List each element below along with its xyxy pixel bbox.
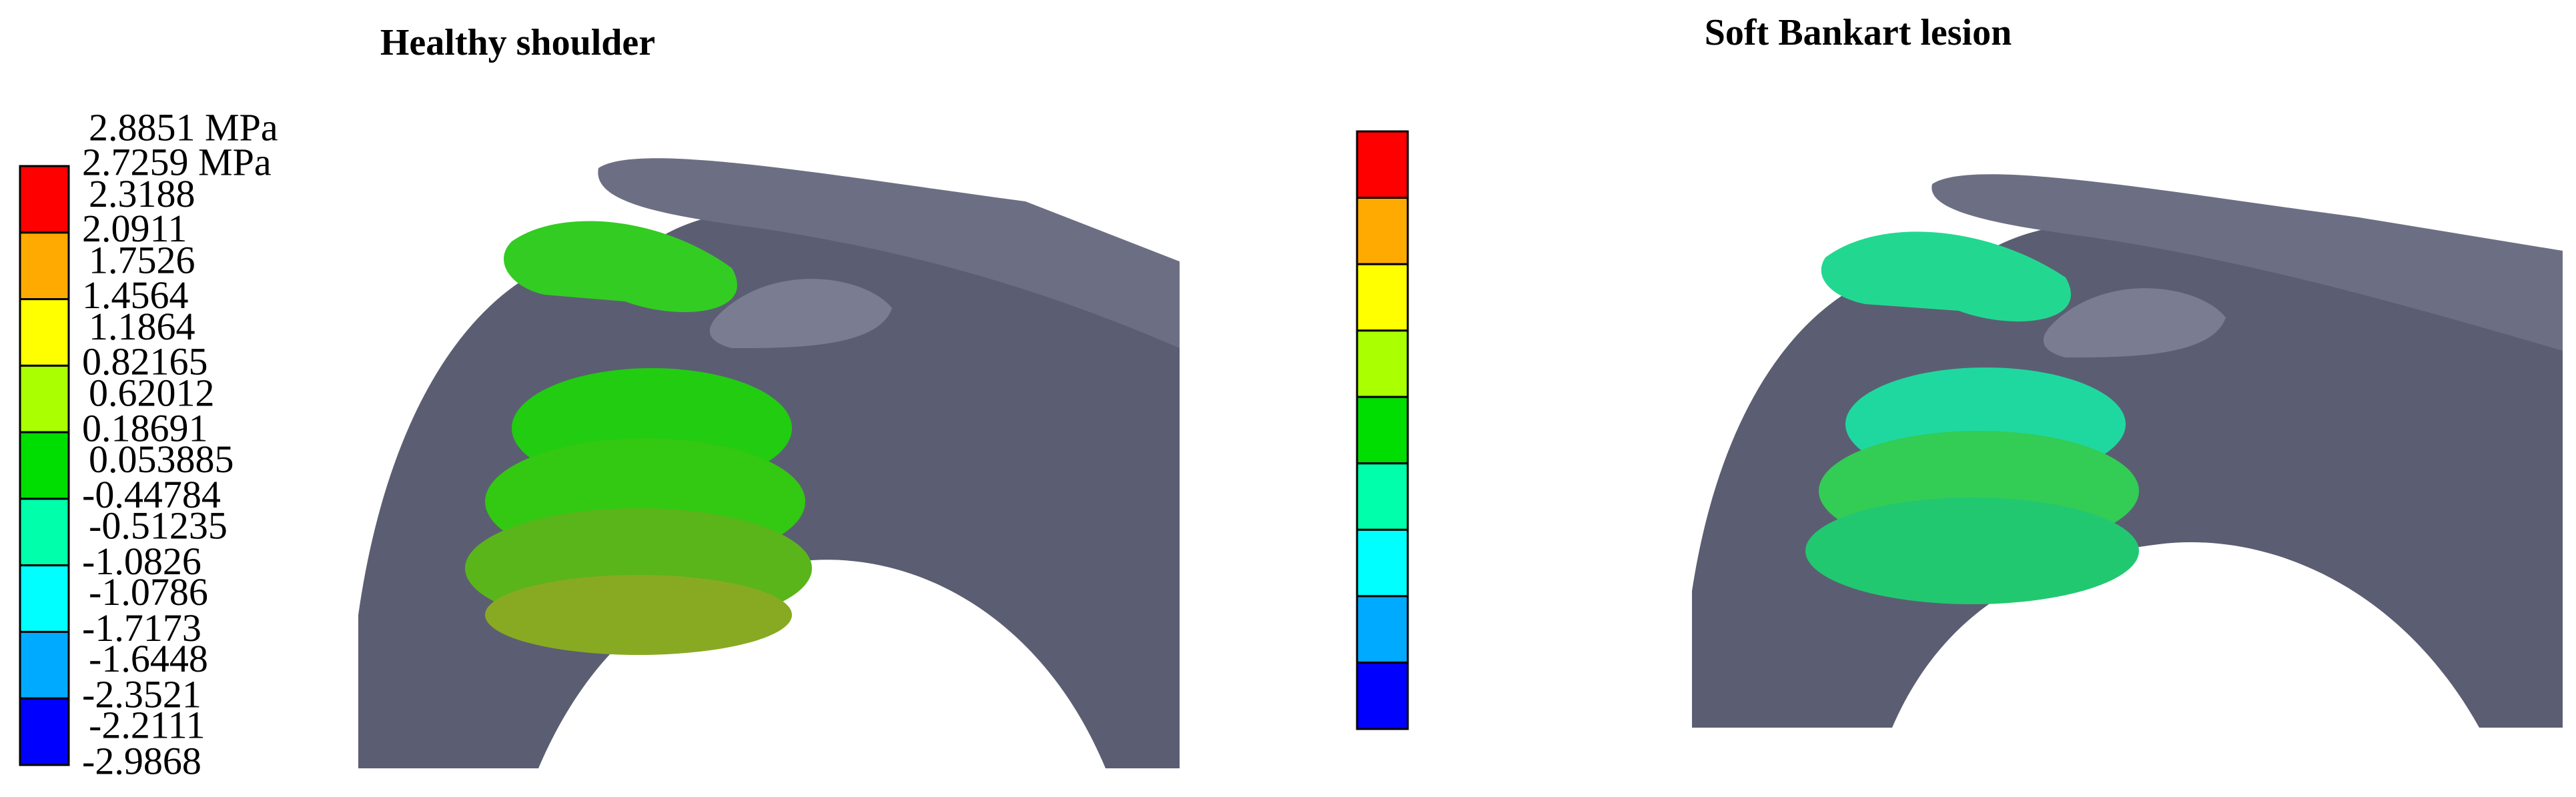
- shoulder-render: [1692, 174, 2563, 728]
- legend-label: -2.3521: [82, 673, 201, 716]
- legend-label: -2.2111: [89, 703, 205, 746]
- legend-label: 1.7526: [89, 238, 195, 281]
- legend-band: [19, 298, 70, 367]
- legend-label: -1.0826: [82, 540, 201, 583]
- legend-band: [19, 697, 70, 766]
- legend-label: 2.7259 MPa: [82, 140, 272, 183]
- legend-band: [19, 498, 70, 567]
- legend-band: [1356, 528, 1409, 598]
- legend-label: 1.4564: [82, 273, 189, 317]
- legend-band: [19, 630, 70, 700]
- legend-label: -0.44784: [82, 473, 221, 516]
- legend-band: [1356, 595, 1409, 664]
- legend-band: [1356, 661, 1409, 730]
- legend-label: -1.0786: [89, 570, 208, 614]
- legend-band: [1356, 197, 1409, 265]
- legend-label: 2.8851 MPa: [89, 105, 278, 149]
- panel-title: Soft Bankart lesion: [1705, 12, 2012, 53]
- legend-band: [1356, 130, 1409, 199]
- legend-label: 2.3188: [89, 172, 195, 215]
- legend-label: -1.7173: [82, 606, 201, 650]
- legend-label: 2.0911: [82, 207, 187, 250]
- shoulder-render: [358, 158, 1180, 768]
- legend-band: [1356, 462, 1409, 531]
- legend-label: -1.6448: [89, 637, 208, 680]
- legend-band: [19, 364, 70, 434]
- legend-label: 0.053885: [89, 438, 234, 481]
- panel-title: Healthy shoulder: [380, 22, 655, 63]
- legend-band: [19, 431, 70, 500]
- legend-band: [19, 165, 70, 234]
- legend-label: 0.62012: [89, 371, 215, 415]
- legend-label: 1.1864: [89, 305, 195, 348]
- legend-label: -2.9868: [82, 739, 201, 782]
- legend-band: [1356, 395, 1409, 465]
- legend-band: [19, 231, 70, 301]
- legend-band: [1356, 263, 1409, 332]
- legend-label: 0.18691: [82, 406, 208, 450]
- legend-band: [19, 564, 70, 633]
- legend-band: [1356, 329, 1409, 398]
- legend-label: 0.82165: [82, 340, 208, 383]
- legend-label: -0.51235: [89, 504, 228, 548]
